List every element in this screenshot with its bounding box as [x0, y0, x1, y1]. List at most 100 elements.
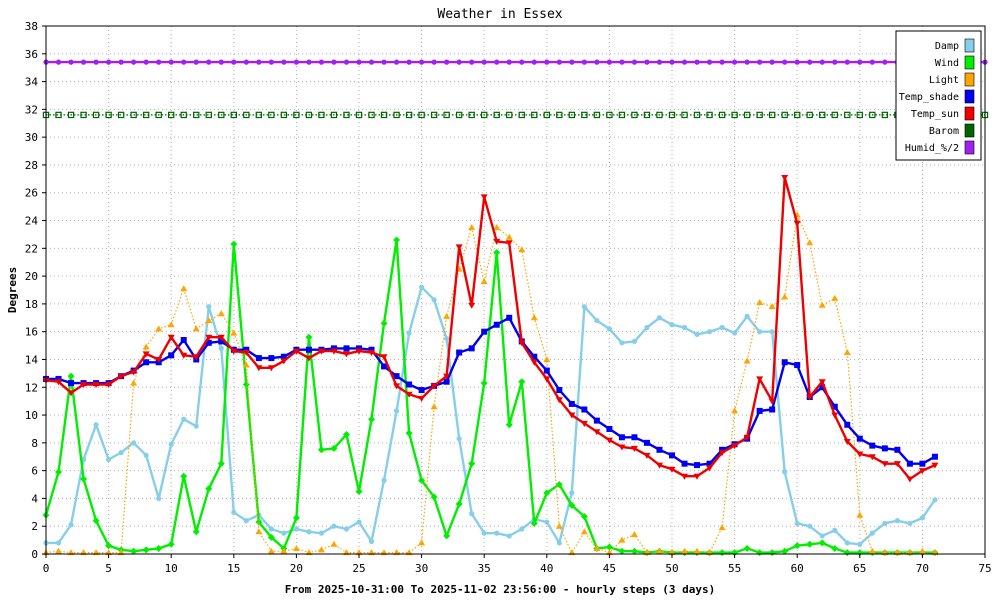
series-damp-point	[581, 304, 587, 310]
series-barom-point	[606, 111, 613, 119]
series-temp-sun-point	[893, 461, 901, 468]
series-wind-point	[418, 476, 426, 484]
series-barom-point	[193, 111, 200, 119]
series-wind-point	[142, 546, 150, 554]
series-wind-point	[743, 544, 751, 552]
series-wind-point	[405, 429, 413, 437]
series-temp-sun-point	[555, 397, 563, 404]
series-humid-2-point	[281, 59, 287, 65]
series-humid-2-point	[131, 59, 137, 65]
series-humid-2-point	[769, 59, 775, 65]
series-temp-shade-point	[844, 421, 851, 428]
series-wind-point	[543, 489, 551, 497]
series-humid-2-point	[406, 59, 412, 65]
y-tick-label: 18	[25, 298, 38, 311]
series-light-point	[868, 547, 876, 554]
y-tick-label: 2	[31, 520, 38, 533]
series-barom-point	[831, 111, 838, 119]
series-damp-point	[782, 469, 788, 475]
series-damp-point	[669, 322, 675, 328]
x-tick-label: 35	[478, 562, 491, 575]
x-tick-label: 60	[791, 562, 804, 575]
series-temp-sun-point	[580, 420, 588, 427]
series-light-point	[731, 407, 739, 414]
series-damp-point	[907, 520, 913, 527]
series-temp-sun-point	[192, 354, 200, 361]
series-temp-sun-point	[518, 340, 526, 347]
series-humid-2-point	[106, 59, 112, 65]
series-light-point	[430, 403, 438, 410]
x-tick-label: 70	[916, 562, 929, 575]
legend-swatch	[964, 38, 975, 53]
series-wind-point	[605, 543, 613, 551]
series-humid-2-point	[807, 59, 813, 65]
series-humid-2-point	[268, 59, 274, 65]
series-damp-point	[544, 519, 550, 525]
series-damp-point	[118, 449, 124, 456]
series-temp-sun-point	[117, 373, 125, 380]
series-damp-point	[919, 515, 926, 521]
series-wind-point	[317, 446, 325, 454]
series-temp-shade-point	[568, 400, 575, 407]
series-wind-point	[505, 421, 513, 429]
series-wind-point	[230, 240, 238, 248]
series-humid-2-point	[368, 59, 375, 65]
x-tick-label: 20	[290, 562, 303, 575]
series-barom-point	[518, 111, 525, 119]
series-temp-sun-point	[818, 379, 826, 386]
series-temp-sun-point	[180, 352, 188, 359]
series-wind-point	[80, 475, 88, 483]
series-barom-point	[656, 111, 663, 119]
series-light-point	[242, 361, 250, 368]
series-damp-point	[619, 340, 625, 346]
series-temp-sun-point	[155, 356, 163, 363]
series-damp-point	[769, 329, 775, 335]
series-temp-sun-point	[756, 376, 764, 383]
series-temp-sun-point	[405, 391, 413, 398]
series-wind-point	[618, 547, 626, 555]
series-light-point	[530, 314, 538, 321]
series-temp-shade-point	[456, 349, 463, 356]
series-barom-point	[80, 111, 87, 119]
series-humid-2-point	[569, 59, 575, 65]
series-temp-sun-point	[317, 348, 325, 355]
series-temp-shade-point	[205, 339, 212, 346]
y-tick-label: 6	[31, 465, 38, 478]
series-barom-point	[844, 111, 851, 119]
series-temp-sun-point	[806, 394, 814, 401]
series-damp-point	[93, 422, 99, 428]
series-damp-point	[869, 530, 875, 536]
series-wind-point	[305, 333, 313, 341]
series-barom-point	[142, 111, 150, 119]
series-damp-point	[318, 530, 325, 536]
series-humid-2-point	[844, 59, 850, 65]
series-damp-point	[844, 540, 850, 546]
series-barom-point	[681, 111, 688, 119]
series-humid-2-point	[531, 59, 537, 65]
series-light-point	[217, 310, 225, 317]
series-damp-point	[181, 416, 187, 422]
series-humid-2-point	[506, 59, 512, 65]
series-damp-point	[694, 331, 700, 338]
series-temp-sun-point	[468, 302, 476, 309]
series-barom-point	[706, 111, 713, 119]
series-damp-point	[744, 313, 750, 319]
series-wind-point	[555, 481, 563, 489]
series-wind-point	[468, 460, 476, 468]
series-temp-sun-point	[105, 381, 113, 388]
series-light-point	[142, 343, 150, 350]
series-temp-sun-point	[355, 348, 363, 355]
series-barom-point	[155, 111, 162, 119]
series-humid-2-point	[55, 59, 62, 65]
series-temp-sun-point	[831, 412, 839, 419]
series-light-point	[267, 547, 275, 554]
series-damp-point	[506, 533, 512, 539]
series-damp-point	[368, 538, 375, 545]
x-tick-label: 45	[603, 562, 616, 575]
series-temp-sun-point	[605, 437, 613, 444]
series-humid-2-point	[732, 59, 738, 65]
series-humid-2-point	[544, 59, 550, 65]
series-temp-shade-point	[681, 460, 688, 467]
series-temp-shade-point	[381, 363, 388, 370]
series-wind-point	[530, 519, 538, 527]
